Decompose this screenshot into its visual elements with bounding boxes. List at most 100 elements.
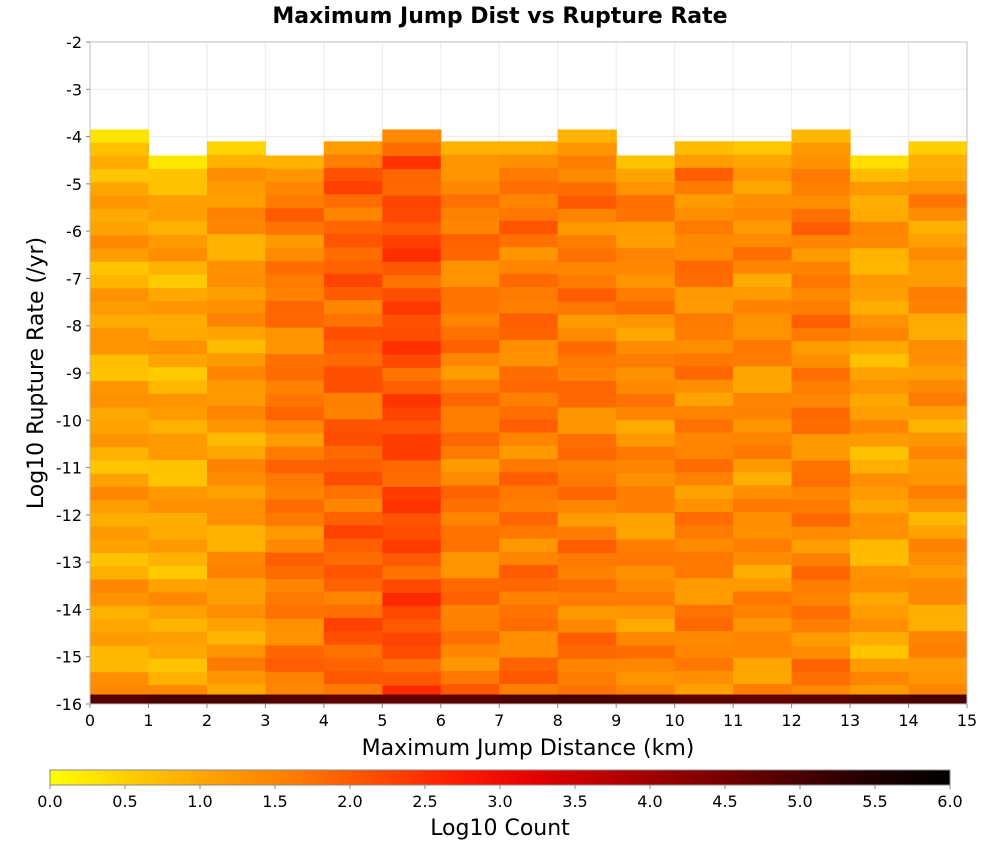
heatmap-cell (499, 604, 559, 619)
heatmap-cell (148, 393, 208, 408)
colorbar-tick-label: 1.5 (262, 792, 287, 811)
heatmap-cell (265, 658, 325, 673)
heatmap-cell (499, 432, 559, 447)
heatmap-cell (557, 566, 617, 581)
heatmap-cell (850, 645, 910, 660)
heatmap-cell (382, 235, 442, 250)
heatmap-cell (733, 167, 793, 182)
heatmap-cell (382, 606, 442, 620)
y-tick-label: -3 (66, 80, 82, 99)
heatmap-cell (733, 313, 793, 328)
heatmap-cell (674, 379, 734, 394)
heatmap-cell-bottom-row (90, 694, 150, 704)
heatmap-cell (733, 578, 793, 593)
heatmap-cell (265, 605, 325, 620)
heatmap-cell (265, 526, 325, 541)
heatmap-cell (499, 512, 559, 526)
heatmap-cell (90, 619, 150, 634)
heatmap-cell (265, 486, 325, 501)
heatmap-cell (733, 459, 793, 473)
heatmap-cell (557, 632, 617, 647)
heatmap-cell (791, 407, 851, 422)
heatmap-cell (440, 260, 500, 275)
heatmap-cell (791, 169, 851, 184)
heatmap-cell (499, 247, 559, 262)
heatmap-cell (206, 220, 266, 235)
heatmap-cell (791, 261, 851, 276)
heatmap-cell (908, 167, 967, 182)
heatmap-cell (440, 670, 500, 685)
heatmap-cell (206, 379, 266, 394)
x-tick-label: 11 (723, 711, 743, 730)
heatmap-cell (206, 578, 266, 593)
heatmap-cell (382, 659, 442, 673)
heatmap-cell (616, 274, 676, 289)
heatmap-cell-bottom-row (616, 694, 676, 704)
heatmap-cell (850, 592, 910, 607)
x-axis-ticks: 0 1 2 3 4 5 6 7 8 9 10 11 12 13 14 15 (85, 704, 977, 730)
heatmap-cell (148, 526, 208, 541)
heatmap-cell (908, 220, 967, 235)
heatmap-cell (382, 341, 442, 356)
x-tick-label: 1 (143, 711, 153, 730)
heatmap-cell (148, 512, 208, 527)
heatmap-cell (557, 301, 617, 316)
heatmap-cell (733, 512, 793, 526)
heatmap-cell (908, 498, 967, 513)
colorbar-tick-label: 4.5 (712, 792, 737, 811)
heatmap-cell (499, 406, 559, 420)
heatmap-cell (148, 552, 208, 567)
x-tick-label: 7 (494, 711, 504, 730)
heatmap-cell (382, 645, 442, 660)
heatmap-cell (908, 181, 967, 195)
heatmap-cell (382, 142, 442, 157)
heatmap-cell (148, 195, 208, 210)
heatmap-cell (206, 631, 266, 646)
heatmap-cell (323, 247, 383, 262)
heatmap-cell (674, 591, 734, 606)
heatmap-cell (148, 486, 208, 501)
heatmap-cell (674, 459, 734, 473)
heatmap-cell (440, 459, 500, 473)
heatmap-cell (733, 538, 793, 553)
heatmap-cell (323, 472, 383, 487)
heatmap-cell (557, 275, 617, 289)
heatmap-cell (674, 181, 734, 195)
heatmap-cell (265, 195, 325, 210)
heatmap-cell (323, 670, 383, 685)
heatmap-cell (908, 419, 967, 434)
heatmap-cell (440, 617, 500, 632)
heatmap-cell (616, 155, 676, 170)
heatmap-cell (440, 154, 500, 169)
heatmap-cell (440, 538, 500, 553)
heatmap-cell (616, 499, 676, 514)
heatmap-cell (499, 578, 559, 593)
heatmap-cell (733, 154, 793, 169)
heatmap-cell (382, 500, 442, 515)
heatmap-cell (908, 512, 967, 526)
heatmap-cell (323, 551, 383, 566)
heatmap-cell (791, 672, 851, 687)
heatmap-cell (499, 141, 559, 156)
heatmap-cell (206, 591, 266, 606)
heatmap-cell (148, 499, 208, 514)
heatmap-cell (382, 328, 442, 342)
heatmap-cell-bottom-row (850, 694, 910, 704)
heatmap-cell-bottom-row (382, 694, 442, 704)
heatmap-cell (908, 326, 967, 341)
heatmap-cell (733, 141, 793, 156)
heatmap-cell (616, 552, 676, 567)
colorbar-tick-label: 6.0 (937, 792, 962, 811)
heatmap-cell (206, 326, 266, 341)
heatmap-cell (733, 657, 793, 672)
heatmap-cell (90, 566, 150, 581)
heatmap-cell (616, 195, 676, 210)
colorbar-tick-label: 2.0 (337, 792, 362, 811)
heatmap-cell (499, 538, 559, 553)
heatmap-cell (265, 301, 325, 315)
heatmap-cell-bottom-row (674, 694, 734, 704)
heatmap-cell (791, 155, 851, 170)
heatmap-cell (791, 381, 851, 395)
heatmap-cell-bottom-row (791, 694, 851, 704)
heatmap-cell (440, 591, 500, 606)
